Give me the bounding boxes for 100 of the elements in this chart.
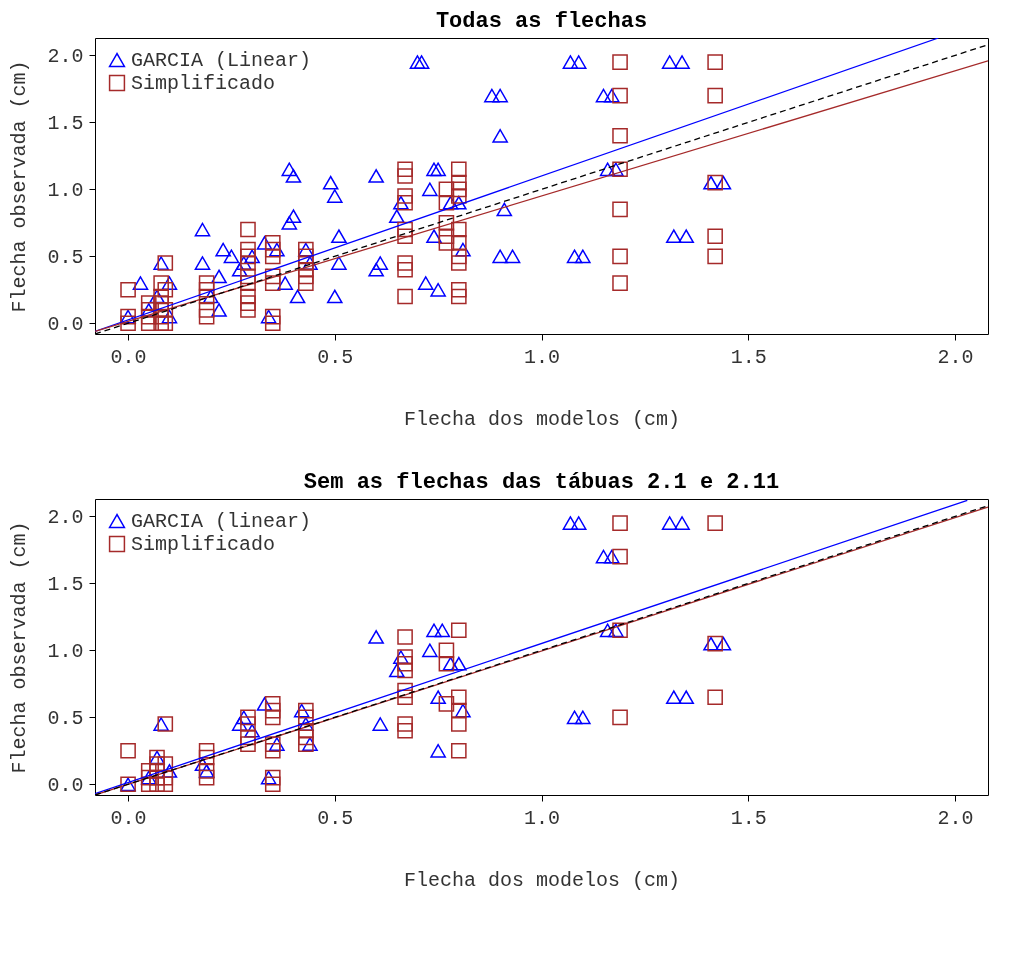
point <box>397 662 413 679</box>
point <box>298 722 314 739</box>
point <box>661 516 678 530</box>
point <box>298 736 314 752</box>
point <box>397 722 413 739</box>
point <box>599 623 616 638</box>
point <box>397 649 413 665</box>
y-tick-label: 1.5 <box>47 572 84 596</box>
point <box>397 689 413 706</box>
x-tick-label: 1.5 <box>730 806 767 830</box>
y-tick-label: 0.0 <box>47 312 84 336</box>
point <box>450 716 467 732</box>
point <box>707 515 723 531</box>
y-tick-label: 1.5 <box>47 111 84 135</box>
point <box>450 689 467 706</box>
legend-label: Simplificado <box>131 72 276 95</box>
point <box>612 709 628 726</box>
point <box>707 635 723 652</box>
y-tick-label: 0.5 <box>47 245 84 269</box>
point <box>575 710 591 725</box>
legend-label: GARCIA (Linear) <box>131 49 312 72</box>
point <box>157 756 174 773</box>
point <box>298 709 314 726</box>
point <box>442 656 459 671</box>
x-axis-title: Flecha dos modelos (cm) <box>403 407 681 431</box>
point <box>240 709 256 726</box>
point <box>674 516 690 530</box>
point <box>140 776 157 793</box>
x-axis-title: Flecha dos modelos (cm) <box>403 868 681 892</box>
point <box>264 709 281 726</box>
x-tick-label: 0.5 <box>317 806 354 830</box>
point <box>715 636 732 651</box>
point <box>566 710 583 725</box>
y-tick-label: 0.0 <box>47 773 84 797</box>
point <box>678 690 695 705</box>
y-axis-title: Flecha observada (cm) <box>8 60 32 313</box>
point <box>269 737 285 751</box>
y-tick-label: 1.0 <box>47 178 84 202</box>
point <box>198 749 215 766</box>
point <box>260 770 277 785</box>
point <box>157 776 174 793</box>
point <box>438 655 455 672</box>
point <box>240 729 256 746</box>
point <box>450 622 467 639</box>
point <box>256 697 273 711</box>
point <box>612 515 628 531</box>
point <box>153 717 169 731</box>
x-tick-label: 0.0 <box>110 806 147 830</box>
x-tick-label: 0.0 <box>110 345 147 369</box>
point <box>450 702 467 719</box>
point <box>434 623 451 638</box>
point <box>422 643 438 658</box>
point <box>450 656 467 671</box>
point <box>293 703 310 718</box>
point <box>665 690 682 705</box>
point <box>231 717 248 731</box>
point <box>595 549 612 564</box>
point <box>157 716 174 732</box>
point <box>562 516 579 530</box>
point <box>393 650 409 664</box>
point <box>264 702 281 719</box>
y-tick-label: 2.0 <box>47 44 84 68</box>
point <box>198 769 215 786</box>
point <box>603 549 620 564</box>
point <box>264 776 281 793</box>
point <box>430 743 446 758</box>
point <box>372 717 389 731</box>
point <box>198 742 215 759</box>
point <box>240 716 256 732</box>
point <box>707 689 723 706</box>
point <box>397 716 413 732</box>
point <box>264 696 281 712</box>
point <box>236 710 252 725</box>
point <box>240 736 256 752</box>
point <box>157 769 174 786</box>
point <box>388 663 405 678</box>
y-tick-label: 1.0 <box>47 639 84 663</box>
chart-title: Todas as flechas <box>435 9 648 34</box>
x-tick-label: 1.0 <box>523 806 561 830</box>
point <box>438 696 455 712</box>
point <box>264 742 281 759</box>
x-tick-label: 1.5 <box>730 345 767 369</box>
y-axis-title: Flecha observada (cm) <box>8 521 32 774</box>
y-tick-label: 0.5 <box>47 706 84 730</box>
point <box>612 548 628 565</box>
chart-title: Sem as flechas das tábuas 2.1 e 2.11 <box>303 470 780 495</box>
point <box>450 742 467 759</box>
legend-label: GARCIA (linear) <box>131 510 312 533</box>
point <box>426 623 442 638</box>
y-tick-label: 2.0 <box>47 505 84 529</box>
point <box>570 516 587 530</box>
x-tick-label: 0.5 <box>317 345 354 369</box>
point <box>120 742 136 759</box>
point <box>264 769 281 786</box>
point <box>298 702 314 719</box>
point <box>298 729 314 746</box>
point <box>430 690 446 705</box>
point <box>149 756 165 773</box>
point <box>397 682 413 699</box>
point <box>612 622 628 639</box>
